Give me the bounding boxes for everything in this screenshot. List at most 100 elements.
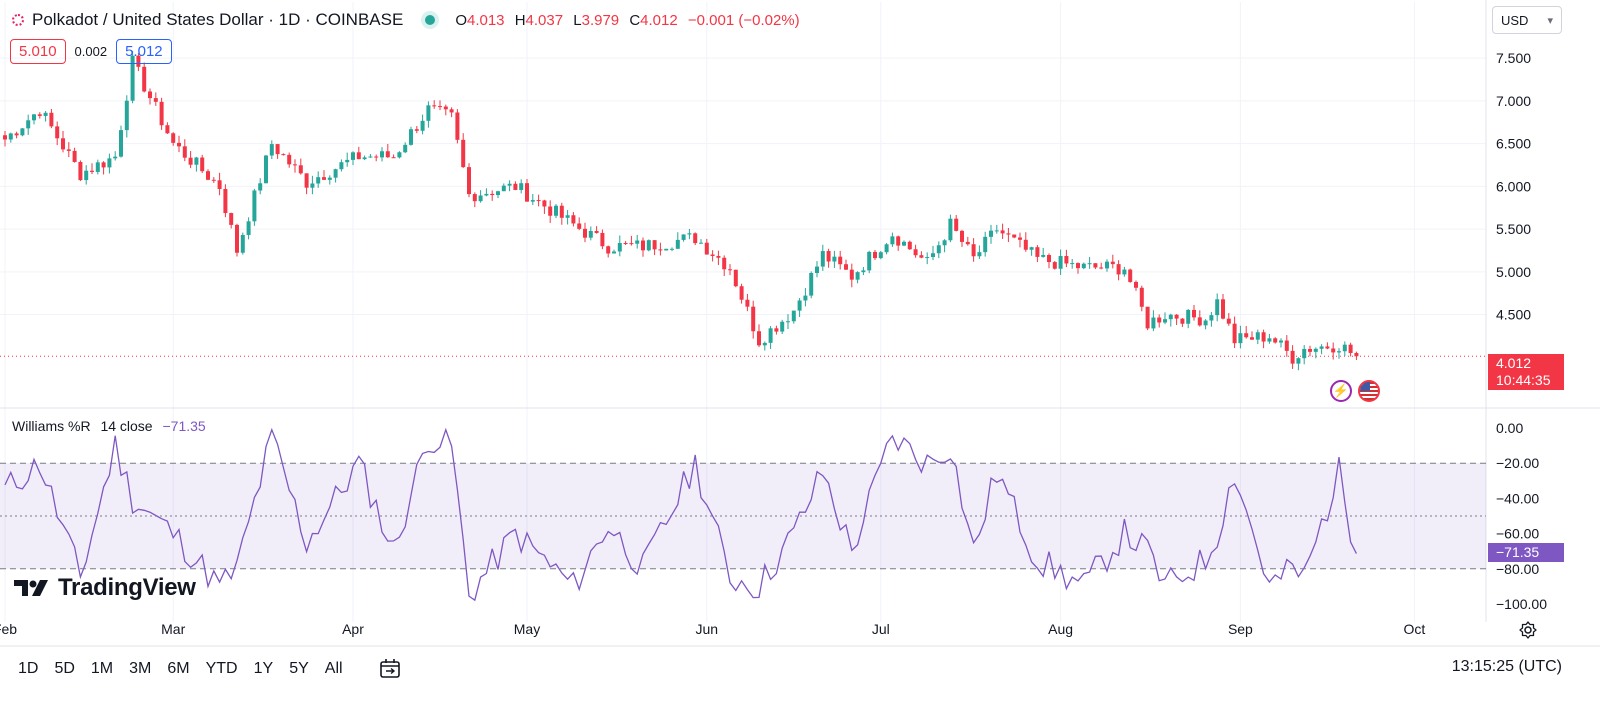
candle-up (409, 129, 413, 145)
candle-down (536, 200, 541, 202)
candle-up (1041, 254, 1046, 257)
candle-down (704, 242, 709, 255)
candle-down (1110, 261, 1115, 265)
utc-clock[interactable]: 13:15:25 (UTC) (1451, 658, 1562, 675)
candle-down (1232, 323, 1237, 344)
williams-line (4, 427, 1357, 602)
candle-down (1052, 262, 1057, 269)
candle-up (1163, 319, 1167, 323)
candle-up (1070, 263, 1075, 265)
bar-countdown: 10:44:35 (1496, 372, 1551, 388)
candle-down (275, 144, 280, 155)
candle-down (722, 257, 727, 270)
candle-down (72, 150, 77, 162)
candle-down (322, 177, 326, 180)
candle-up (803, 295, 808, 301)
x-tick-label: Oct (1404, 621, 1426, 637)
candle-down (525, 183, 529, 202)
williams-series-line (4, 427, 1357, 602)
candle-up (1186, 309, 1191, 324)
flash-icon[interactable]: ⚡ (1330, 380, 1352, 402)
range-ytd[interactable]: YTD (205, 660, 238, 677)
candle-up (1151, 317, 1156, 329)
gear-icon[interactable] (1518, 620, 1538, 640)
spread-value: 0.002 (74, 44, 108, 59)
candle-down (826, 251, 831, 262)
candle-down (287, 154, 292, 165)
candle-down (356, 152, 361, 160)
candle-up (588, 230, 593, 238)
candle-up (554, 205, 558, 216)
candle-down (594, 230, 599, 233)
candle-down (1174, 314, 1179, 319)
us-flag-icon[interactable] (1358, 380, 1380, 402)
candle-up (664, 248, 669, 251)
range-3m[interactable]: 3M (129, 660, 152, 677)
range-1m[interactable]: 1M (90, 660, 114, 677)
candle-up (994, 230, 999, 232)
x-tick-label: Apr (342, 621, 364, 637)
last-price-tag: 4.012 10:44:35 (1488, 354, 1564, 390)
candle-up (368, 156, 373, 158)
candle-up (530, 200, 535, 202)
candle-down (751, 306, 756, 332)
candle-down (1331, 348, 1336, 353)
range-5d[interactable]: 5D (54, 660, 75, 677)
candle-down (55, 126, 60, 139)
candle-down (298, 165, 303, 174)
market-open-icon (425, 15, 436, 25)
range-6m[interactable]: 6M (167, 660, 190, 677)
candle-down (728, 269, 732, 271)
candle-up (797, 300, 802, 311)
candle-up (130, 55, 135, 101)
candle-down (542, 200, 547, 207)
calendar-range-icon[interactable] (379, 658, 403, 680)
candle-up (646, 240, 651, 251)
candle-down (438, 106, 442, 108)
candle-up (252, 190, 257, 222)
candle-up (345, 159, 350, 163)
candle-down (1221, 299, 1225, 319)
candle-down (849, 269, 854, 280)
candle-up (815, 266, 819, 274)
candle-up (1279, 340, 1283, 343)
candle-up (351, 152, 355, 160)
candle-down (838, 256, 843, 265)
candle-up (867, 251, 872, 271)
sell-button[interactable]: 5.010 (10, 39, 66, 64)
candle-down (49, 112, 54, 127)
range-1d[interactable]: 1D (18, 660, 39, 677)
indicator-value-tag: −71.35 (1488, 543, 1564, 562)
candle-down (1325, 346, 1330, 349)
range-1y[interactable]: 1Y (253, 660, 274, 677)
candle-up (339, 162, 344, 170)
candle-down (739, 286, 744, 300)
candle-down (490, 193, 495, 196)
candle-up (948, 218, 953, 241)
candle-up (890, 236, 895, 245)
candle-up (258, 183, 263, 191)
candle-up (809, 273, 814, 296)
buy-button[interactable]: 5.012 (116, 39, 172, 64)
candle-up (95, 162, 100, 172)
candle-up (989, 230, 993, 237)
range-all[interactable]: All (324, 660, 343, 677)
symbol-title[interactable]: Polkadot / United States Dollar · 1D · C… (32, 10, 404, 29)
currency-select[interactable]: USD ▾ (1492, 6, 1562, 34)
tradingview-watermark[interactable]: TradingView (14, 574, 196, 602)
price-tick-label: 5.500 (1496, 221, 1531, 237)
candle-down (1226, 318, 1231, 324)
x-tick-label: Jun (696, 621, 719, 637)
range-5y[interactable]: 5Y (289, 660, 309, 677)
candle-up (791, 310, 796, 322)
price-tick-label: 4.500 (1496, 307, 1531, 323)
indicator-legend[interactable]: Williams %R 14 close −71.35 (12, 418, 206, 434)
candle-up (635, 240, 640, 244)
candle-up (1342, 344, 1347, 352)
candle-up (1296, 358, 1301, 364)
candle-up (1337, 351, 1341, 353)
candle-down (165, 125, 170, 134)
candle-up (1238, 333, 1243, 344)
candle-up (936, 245, 941, 254)
